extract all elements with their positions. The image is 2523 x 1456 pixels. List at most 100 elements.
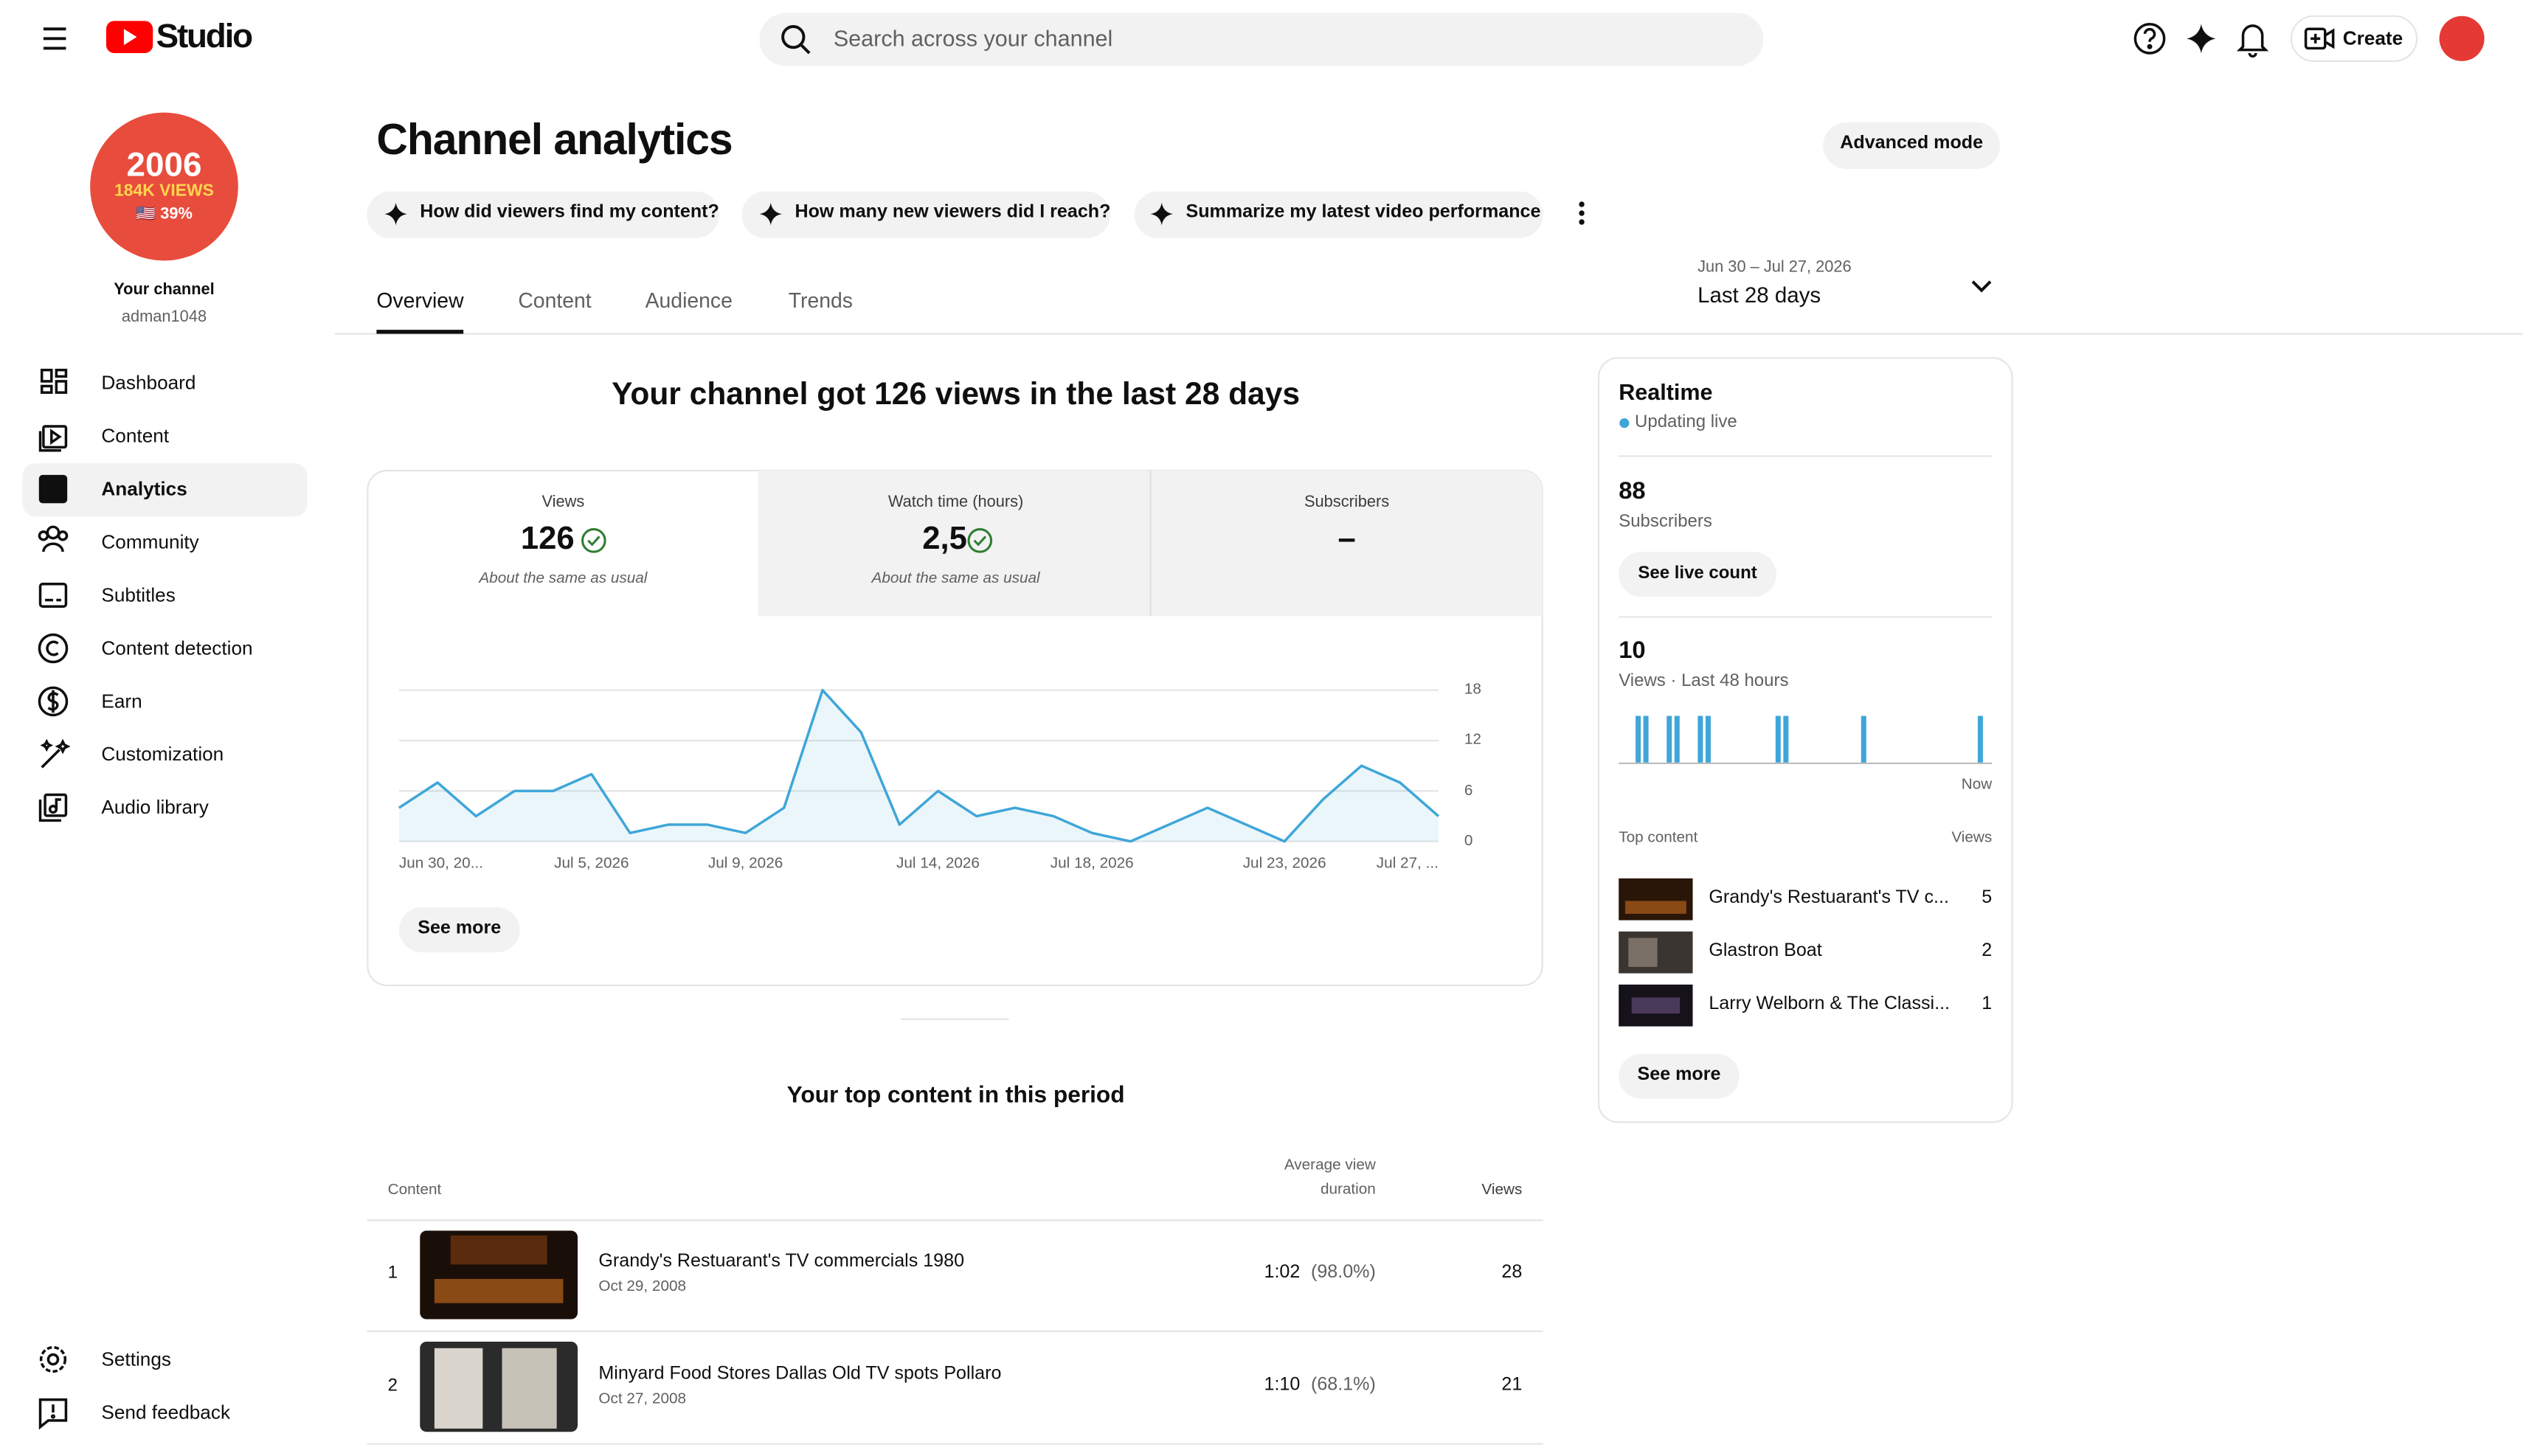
bar — [1697, 715, 1703, 763]
nav-item[interactable]: Customization — [101, 743, 224, 766]
help-icon[interactable] — [2133, 22, 2166, 55]
section-title: Your top content in this period — [786, 1083, 1125, 1109]
nav-icons — [38, 368, 71, 1430]
bar — [1705, 715, 1711, 763]
nav-item[interactable]: Dashboard — [101, 371, 196, 394]
realtime-thumbnail[interactable] — [1619, 878, 1693, 921]
metric-value[interactable]: 2,5 — [922, 521, 967, 557]
search-placeholder[interactable]: Search across your channel — [833, 25, 1113, 51]
notifications-icon[interactable] — [2236, 24, 2269, 58]
active-nav-background — [22, 463, 308, 517]
video-thumbnail[interactable] — [420, 1230, 578, 1320]
duration: 1:10 — [1264, 1376, 1301, 1396]
see-more-button[interactable] — [398, 907, 520, 953]
tab[interactable]: Content — [518, 288, 592, 313]
see-more-label[interactable]: See more — [418, 918, 502, 938]
nav-item[interactable]: Content detection — [101, 637, 253, 659]
duration-percent: (98.0%) — [1310, 1263, 1376, 1283]
nav-item[interactable]: Analytics — [101, 477, 187, 500]
duration: 1:02 — [1264, 1263, 1301, 1283]
views-column: Views — [1951, 828, 1993, 847]
prompt-label[interactable]: How many new viewers did I reach? — [795, 203, 1111, 223]
nav-item[interactable]: Subtitles — [101, 583, 176, 606]
date-dropdown-chevron[interactable] — [1971, 280, 1992, 293]
search-icon — [781, 25, 811, 55]
realtime-video-views: 1 — [1982, 994, 1993, 1014]
create-label[interactable]: Create — [2342, 27, 2403, 50]
video-thumbnail[interactable] — [420, 1342, 578, 1432]
create-button[interactable] — [2290, 15, 2418, 62]
prompt-label[interactable]: Summarize my latest video performance — [1186, 203, 1541, 223]
subscriber-label: Subscribers — [1619, 512, 1712, 532]
nav-item[interactable]: Community — [101, 530, 199, 553]
metric-value[interactable]: – — [1337, 521, 1356, 557]
see-more-button[interactable] — [1619, 1053, 1740, 1099]
tab[interactable]: Overview — [376, 288, 464, 313]
realtime-video-title[interactable]: Grandy's Restuarant's TV c... — [1709, 888, 1949, 908]
bar — [1674, 715, 1680, 763]
channel-avatar[interactable] — [90, 112, 238, 261]
realtime-video-title[interactable]: Glastron Boat — [1709, 941, 1822, 961]
x-tick-label: Now — [1961, 775, 1993, 794]
rank: 1 — [387, 1263, 398, 1283]
y-tick-label: 6 — [1464, 781, 1473, 800]
tab[interactable]: Audience — [645, 288, 733, 313]
prompt-label[interactable]: How did viewers find my content? — [420, 203, 719, 223]
menu-icon[interactable] — [43, 27, 66, 50]
account-avatar[interactable] — [2439, 15, 2485, 61]
nav-item[interactable]: Content — [101, 424, 170, 447]
top-content-label: Top content — [1619, 828, 1698, 847]
see-more-label[interactable]: See more — [1637, 1065, 1721, 1085]
date-range[interactable]: Jun 30 – Jul 27, 2026 — [1697, 259, 1852, 277]
bar — [1861, 715, 1866, 763]
logo-text[interactable]: Studio — [156, 18, 254, 56]
rank: 2 — [387, 1376, 398, 1396]
views-label: Views · Last 48 hours — [1619, 671, 1789, 691]
search-box[interactable] — [759, 13, 1764, 66]
realtime-status: Updating live — [1635, 412, 1737, 432]
prompt-chip[interactable] — [367, 191, 719, 238]
metric-label[interactable]: Watch time (hours) — [887, 493, 1024, 512]
advanced-mode-label[interactable]: Advanced mode — [1840, 134, 1984, 153]
column-header: Content — [387, 1181, 442, 1199]
bar — [1667, 715, 1672, 763]
advanced-mode-button[interactable] — [1823, 122, 2001, 170]
prompt-chip[interactable] — [1134, 191, 1543, 238]
prompt-sparkles — [384, 202, 1174, 226]
x-tick-label: Jul 23, 2026 — [1242, 854, 1326, 873]
realtime-card — [1597, 357, 2013, 1123]
x-tick-label: Jul 18, 2026 — [1050, 854, 1134, 873]
badge-year: 2006 — [126, 147, 202, 184]
tab[interactable]: Trends — [788, 288, 853, 313]
nav-item[interactable]: Settings — [101, 1348, 171, 1370]
live-dot — [1619, 418, 1630, 429]
logo[interactable] — [105, 21, 153, 53]
period[interactable]: Last 28 days — [1697, 282, 1821, 308]
realtime-thumbnail[interactable] — [1619, 931, 1693, 974]
x-tick-label: Jul 27, ... — [1376, 854, 1439, 873]
live-count-label[interactable]: See live count — [1638, 564, 1757, 583]
metric-label[interactable]: Subscribers — [1304, 493, 1390, 512]
nav-item[interactable]: Audio library — [101, 796, 209, 819]
realtime-video-title[interactable]: Larry Welborn & The Classi... — [1709, 994, 1951, 1014]
x-tick-label: Jul 5, 2026 — [554, 854, 629, 873]
metric-value[interactable]: 126 — [520, 521, 575, 557]
bar — [1636, 715, 1641, 763]
prompt-chip[interactable] — [741, 191, 1110, 238]
active-tab-indicator — [376, 330, 464, 334]
nav-item[interactable]: Send feedback — [101, 1401, 231, 1424]
sparkle-icon[interactable] — [2187, 24, 2216, 53]
more-menu[interactable] — [1579, 201, 1585, 225]
check-icons — [581, 528, 993, 553]
video-title[interactable]: Grandy's Restuarant's TV commercials 198… — [598, 1252, 965, 1272]
y-tick-label: 12 — [1464, 731, 1481, 749]
nav-item[interactable]: Earn — [101, 690, 142, 713]
see-live-count-button[interactable] — [1619, 552, 1776, 597]
column-header: Views — [1481, 1181, 1523, 1199]
create-icon — [2304, 27, 2335, 50]
metric-label[interactable]: Views — [541, 493, 585, 512]
line-area — [398, 690, 1439, 842]
video-title[interactable]: Minyard Food Stores Dallas Old TV spots … — [598, 1364, 1002, 1384]
metric-note: About the same as usual — [479, 569, 648, 588]
realtime-thumbnail[interactable] — [1619, 984, 1693, 1027]
